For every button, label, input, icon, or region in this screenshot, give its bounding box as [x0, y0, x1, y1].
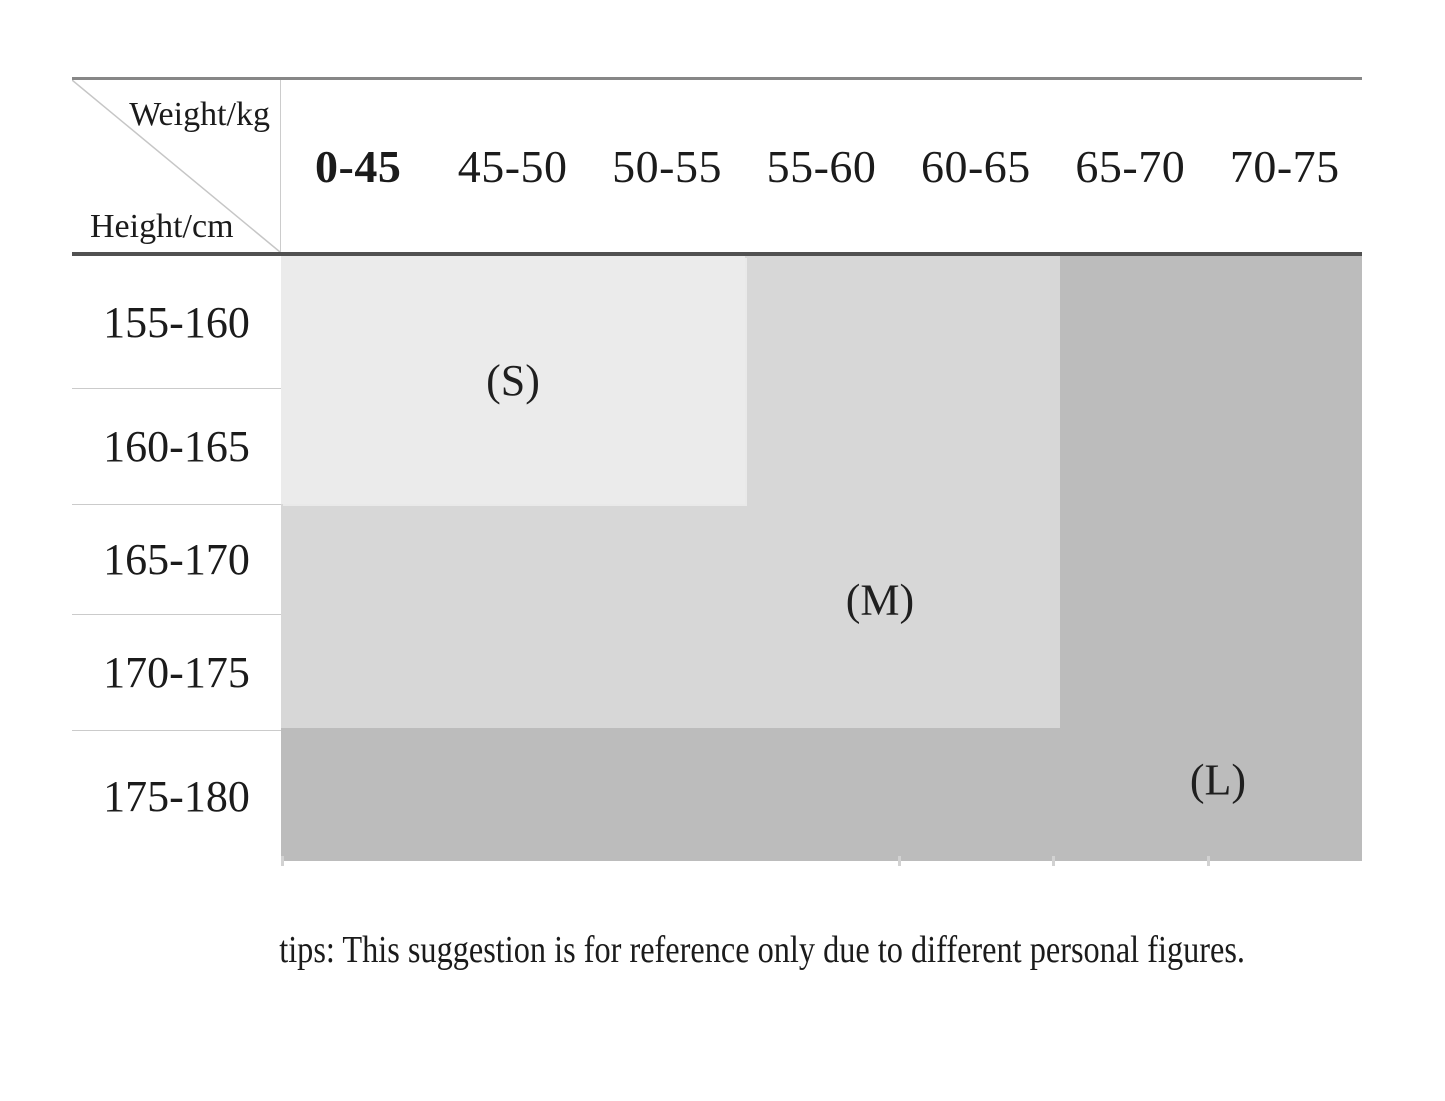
- axis-corner-cell: Weight/kg Height/cm: [72, 80, 281, 252]
- height-row-label: 165-170: [72, 505, 281, 615]
- column-tick: [281, 856, 284, 866]
- weight-header-cell: 60-65: [920, 140, 1031, 192]
- weight-header-row: Weight/kg Height/cm 0-45 45-50 50-55 55-…: [72, 77, 1362, 256]
- size-chart-body: 155-160 160-165 165-170 170-175 175-180 …: [72, 256, 1362, 866]
- weight-axis-label: Weight/kg: [129, 96, 270, 133]
- weight-header-cell: 70-75: [1229, 140, 1340, 192]
- tip-text: tips: This suggestion is for reference o…: [279, 929, 1246, 971]
- tip-text-container: tips: This suggestion is for reference o…: [80, 928, 1445, 972]
- size-region-label-l: (L): [1189, 755, 1247, 805]
- weight-header-cell: 55-60: [766, 140, 877, 192]
- column-tick: [1052, 856, 1055, 866]
- height-row-label: 170-175: [72, 615, 281, 731]
- height-row-label: 175-180: [103, 771, 250, 821]
- column-tick: [898, 856, 901, 866]
- size-region-s: (S): [281, 256, 745, 504]
- weight-header-cell: 0-45: [315, 140, 402, 192]
- weight-header-cell: 50-55: [612, 140, 722, 192]
- column-tick: [1207, 856, 1210, 866]
- size-chart-table: Weight/kg Height/cm 0-45 45-50 50-55 55-…: [72, 77, 1362, 866]
- height-row-labels: 155-160 160-165 165-170 170-175 175-180: [72, 256, 281, 861]
- height-axis-label: Height/cm: [90, 208, 234, 245]
- size-region-label-m: (M): [845, 575, 915, 625]
- weight-column-headers: 0-45 45-50 50-55 55-60 60-65 65-70 70-75: [281, 80, 1362, 252]
- weight-header-cell: 65-70: [1075, 140, 1186, 192]
- height-row-label: 160-165: [72, 389, 281, 505]
- size-region-grid: (L) (M) (S): [281, 256, 1362, 866]
- weight-header-cell: 45-50: [457, 140, 568, 192]
- corner-diagonal-line: [72, 80, 280, 252]
- height-row-label: 155-160: [72, 256, 281, 389]
- size-region-label-s: (S): [486, 355, 540, 405]
